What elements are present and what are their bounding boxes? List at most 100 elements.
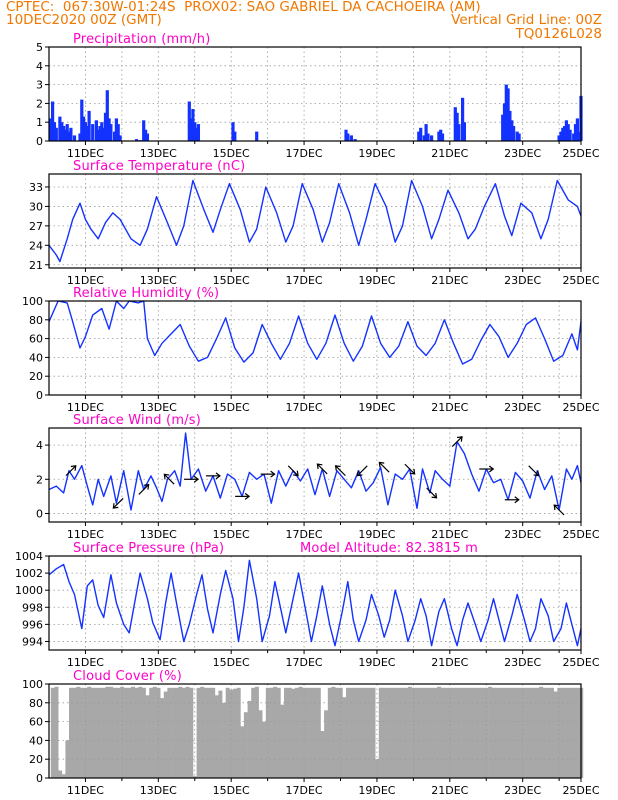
precip-bar — [72, 135, 77, 141]
cloud-bar — [123, 687, 128, 778]
cloud-bar — [491, 687, 496, 778]
x-tick-label: 21DEC — [431, 528, 468, 541]
precip-bar — [566, 124, 570, 141]
precip-bar — [63, 129, 67, 141]
cloud-bar — [338, 687, 343, 778]
header-grid-note: Vertical Grid Line: 00Z — [451, 12, 602, 28]
cloud-bar — [247, 700, 252, 778]
precip-bar — [437, 131, 441, 141]
y-tick-label: 21 — [29, 259, 43, 272]
cloud-bar — [524, 687, 529, 778]
panel-frame — [48, 300, 582, 396]
cloud-bar — [182, 687, 186, 778]
cloud-bar — [422, 687, 427, 778]
y-tick-label: 80 — [29, 697, 43, 710]
cloud-bar — [320, 731, 325, 778]
y-tick-label: 4 — [36, 439, 43, 452]
panel-pres — [45, 555, 582, 654]
wind-arrow — [553, 504, 565, 516]
precip-bar — [69, 127, 73, 141]
x-tick-label: 17DEC — [286, 274, 323, 287]
cloud-bar — [134, 687, 139, 778]
pres-series-line — [48, 559, 582, 647]
cloud-bar — [54, 686, 59, 778]
precip-bar — [100, 122, 104, 141]
y-tick-label: 1000 — [15, 584, 43, 597]
x-tick-label: 25DEC — [562, 147, 599, 160]
cloud-bar — [495, 687, 500, 778]
precip-bar — [439, 129, 443, 141]
precip-bar — [563, 126, 567, 141]
cloud-bar — [160, 698, 165, 778]
cloud-bar — [513, 687, 518, 778]
cloud-bar — [331, 686, 336, 778]
panel-temp — [45, 173, 582, 272]
cloud-bar — [458, 687, 463, 778]
precip-bar — [417, 131, 421, 141]
x-tick-label: 19DEC — [358, 147, 395, 160]
precip-bar — [65, 124, 69, 141]
precip-bar — [67, 131, 71, 141]
precip-bar — [98, 126, 102, 141]
cloud-bar — [313, 687, 318, 778]
y-tick-label: 20 — [29, 370, 43, 383]
y-tick-label: 1 — [36, 116, 43, 129]
precip-bar — [85, 126, 89, 141]
cloud-bar — [262, 721, 267, 778]
rh-series-line — [48, 300, 582, 365]
x-tick-label: 23DEC — [504, 274, 541, 287]
precip-bar — [60, 122, 64, 141]
x-tick-label: 15DEC — [213, 656, 250, 669]
cloud-bar — [240, 726, 245, 778]
cloud-bar — [251, 687, 256, 778]
x-tick-label: 23DEC — [504, 656, 541, 669]
cloud-bar — [258, 710, 263, 778]
panel-title: Surface Temperature (nC) — [73, 159, 245, 174]
x-tick-label: 25DEC — [562, 401, 599, 414]
wind-arrow — [163, 473, 175, 485]
precip-bar — [255, 131, 259, 141]
cloud-bar — [109, 686, 114, 778]
precip-bar — [557, 135, 561, 141]
x-tick-label: 17DEC — [286, 528, 323, 541]
precip-bar — [517, 133, 521, 141]
panel-title: Surface Wind (m/s) — [73, 413, 201, 428]
precip-bar — [506, 88, 510, 141]
cloud-bar — [145, 695, 150, 778]
x-tick-label: 17DEC — [286, 147, 323, 160]
precip-bar — [144, 129, 148, 141]
cloud-bar — [568, 687, 573, 778]
y-tick-label: 40 — [29, 351, 43, 364]
precip-bar — [231, 122, 235, 141]
precip-bar — [233, 131, 237, 141]
cloud-bar — [138, 686, 143, 778]
precip-bar — [462, 122, 466, 141]
cloud-bar — [455, 687, 460, 778]
precip-bar — [559, 131, 563, 141]
cloud-bar — [171, 687, 176, 778]
wind-arrow — [205, 472, 221, 480]
precip-bar — [134, 139, 139, 141]
cloud-bar — [462, 687, 467, 778]
cloud-bar — [265, 687, 270, 778]
wind-arrow — [138, 483, 150, 495]
cloud-bar — [316, 687, 321, 778]
precip-bar — [573, 124, 578, 141]
cloud-bar — [509, 687, 514, 778]
wind-arrow — [65, 465, 77, 477]
cloud-bar — [214, 695, 219, 778]
precip-bar — [501, 114, 505, 141]
cloud-bar — [196, 687, 201, 778]
cloud-bar — [174, 687, 179, 778]
cloud-bar — [189, 687, 194, 778]
y-tick-label: 60 — [29, 716, 43, 729]
cloud-bar — [94, 687, 99, 778]
cloud-bar — [360, 687, 365, 778]
precip-bar — [564, 120, 568, 141]
cloud-bar — [451, 687, 456, 778]
panel-title: Precipitation (mm/h) — [73, 32, 210, 47]
precip-bar — [419, 127, 423, 141]
cloud-bar — [557, 687, 562, 778]
cloud-bar — [218, 690, 223, 778]
x-tick-label: 21DEC — [431, 274, 468, 287]
